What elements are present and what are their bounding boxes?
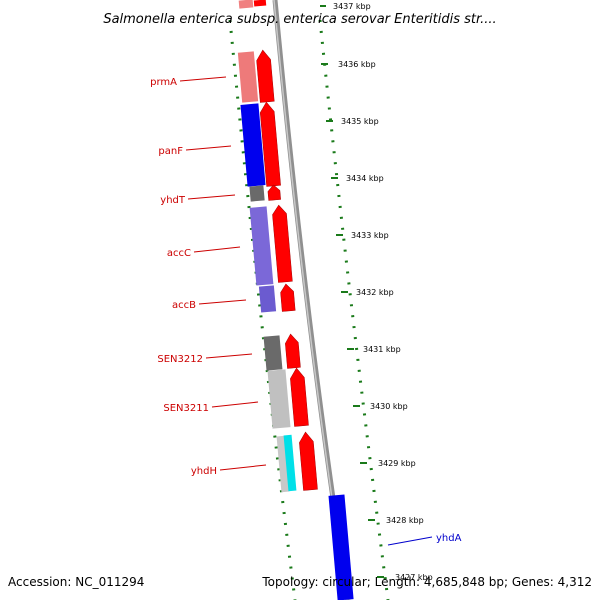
leader-accc bbox=[193, 246, 241, 253]
tick-label: 3430 kbp bbox=[370, 402, 408, 411]
gene-labels: prmA panF yhdT accC accB SEN3212 SEN3211… bbox=[150, 77, 461, 544]
map-title: Salmonella enterica subsp. enterica sero… bbox=[103, 12, 496, 27]
gene-arrow-sen3212[interactable] bbox=[285, 333, 301, 369]
tick-label: 3431 kbp bbox=[363, 345, 401, 354]
cog-block-sen3211 bbox=[267, 369, 291, 429]
leader-yhda bbox=[387, 536, 433, 546]
tick-label: 3433 kbp bbox=[351, 231, 389, 240]
cog-block-sen3212 bbox=[263, 335, 283, 371]
tick-label: 3437 kbp bbox=[333, 2, 371, 11]
tick-label: 3429 kbp bbox=[378, 459, 416, 468]
cog-block-prma bbox=[237, 51, 259, 103]
tick-label: 3436 kbp bbox=[338, 60, 376, 69]
topology-text: Topology: circular; Length: 4,685,848 bp… bbox=[261, 575, 592, 589]
tick-label: 3432 kbp bbox=[356, 288, 394, 297]
cog-blocks bbox=[237, 0, 354, 600]
forward-gene-arrows bbox=[253, 0, 318, 491]
gene-arrow-yhdh[interactable] bbox=[298, 431, 318, 491]
gene-label-prma[interactable]: prmA bbox=[150, 77, 177, 88]
gene-arrow-sen3211[interactable] bbox=[289, 367, 309, 427]
leader-sen3212 bbox=[205, 353, 253, 359]
gene-label-sen3212[interactable]: SEN3212 bbox=[157, 354, 203, 365]
leader-sen3211 bbox=[211, 401, 259, 408]
gene-arrow-accc[interactable] bbox=[272, 204, 293, 283]
gene-label-panf[interactable]: panF bbox=[158, 146, 183, 157]
gene-leaders bbox=[179, 76, 433, 546]
tick-label: 3434 kbp bbox=[346, 174, 384, 183]
gene-arrow-prma[interactable] bbox=[256, 49, 275, 103]
gene-label-yhdt[interactable]: yhdT bbox=[160, 195, 186, 206]
cog-block-yhdh-grey bbox=[276, 435, 290, 493]
kbp-scale: 3437 kbp 3436 kbp 3435 kbp 3434 kbp 3433… bbox=[320, 2, 433, 582]
leader-panf bbox=[185, 145, 232, 151]
gene-label-sen3211[interactable]: SEN3211 bbox=[163, 403, 209, 414]
gene-arrow-yhdt[interactable] bbox=[267, 184, 281, 201]
cog-block-yhdt bbox=[249, 185, 265, 202]
gene-label-accb[interactable]: accB bbox=[172, 300, 196, 311]
gene-arrow-accb[interactable] bbox=[280, 283, 296, 312]
tick-label: 3435 kbp bbox=[341, 117, 379, 126]
cog-block-yhda bbox=[328, 494, 354, 600]
gene-label-accc[interactable]: accC bbox=[167, 248, 191, 259]
cog-block-prma bbox=[238, 0, 254, 9]
gene-arrow-panf[interactable] bbox=[259, 101, 281, 187]
cog-block-yhdh-cyan bbox=[283, 434, 297, 492]
accession-text: Accession: NC_011294 bbox=[8, 575, 144, 589]
leader-accb bbox=[198, 299, 247, 305]
leader-prma bbox=[179, 76, 227, 82]
cog-block-panf bbox=[240, 103, 266, 187]
tick-label: 3428 kbp bbox=[386, 516, 424, 525]
tick-label: 3427 kbp bbox=[395, 573, 433, 582]
gene-label-yhda[interactable]: yhdA bbox=[436, 533, 462, 544]
leader-yhdh bbox=[219, 464, 267, 471]
cog-block-accb bbox=[258, 285, 277, 313]
gene-arrow-top[interactable] bbox=[253, 0, 267, 7]
leader-yhdt bbox=[187, 194, 236, 200]
cog-block-accc bbox=[249, 206, 274, 286]
gene-label-yhdh[interactable]: yhdH bbox=[191, 466, 217, 477]
